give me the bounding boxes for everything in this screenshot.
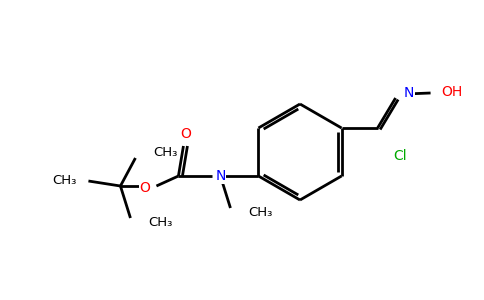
- Text: N: N: [404, 86, 414, 100]
- Text: OH: OH: [441, 85, 463, 99]
- Text: CH₃: CH₃: [153, 146, 178, 160]
- Text: Cl: Cl: [393, 149, 407, 163]
- Text: O: O: [139, 181, 151, 195]
- Text: CH₃: CH₃: [52, 175, 76, 188]
- Text: N: N: [215, 169, 226, 183]
- Text: O: O: [180, 127, 191, 141]
- Text: CH₃: CH₃: [149, 217, 173, 230]
- Text: CH₃: CH₃: [248, 206, 273, 220]
